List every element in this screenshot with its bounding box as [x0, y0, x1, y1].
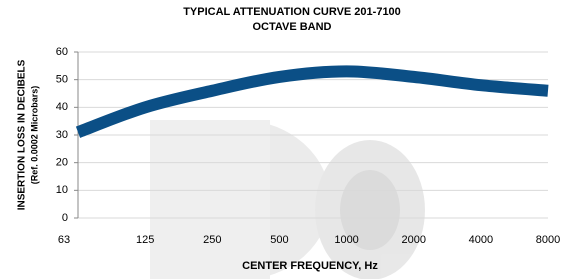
data-line	[78, 71, 548, 132]
y-tick-label: 30	[56, 129, 68, 141]
y-tick-label: 60	[56, 46, 68, 58]
y-axis-note: (Ref. 0.0002 Microbars)	[29, 86, 39, 185]
chart: TYPICAL ATTENUATION CURVE 201-7100 OCTAV…	[0, 0, 576, 279]
page: TYPICAL ATTENUATION CURVE 201-7100 OCTAV…	[0, 0, 576, 279]
y-tick-label: 10	[56, 184, 68, 196]
x-tick-label: 1000	[334, 234, 358, 246]
background-image	[150, 120, 425, 279]
x-tick-label: 2000	[401, 234, 425, 246]
x-tick-label: 250	[203, 234, 221, 246]
x-tick-label: 63	[58, 234, 70, 246]
y-tick-label: 20	[56, 157, 68, 169]
chart-title: TYPICAL ATTENUATION CURVE 201-7100	[183, 6, 401, 18]
y-tick-label: 50	[56, 74, 68, 86]
x-tick-label: 4000	[469, 234, 493, 246]
bg-shape	[150, 120, 270, 279]
x-tick-label: 125	[136, 234, 154, 246]
y-axis-label: INSERTION LOSS IN DECIBELS	[17, 59, 28, 210]
x-tick-label: 8000	[536, 234, 560, 246]
chart-subtitle: OCTAVE BAND	[252, 21, 331, 33]
x-tick-label: 500	[270, 234, 288, 246]
y-tick-label: 40	[56, 101, 68, 113]
y-tick-label: 0	[62, 212, 68, 224]
x-axis-label: CENTER FREQUENCY, Hz	[242, 260, 378, 272]
